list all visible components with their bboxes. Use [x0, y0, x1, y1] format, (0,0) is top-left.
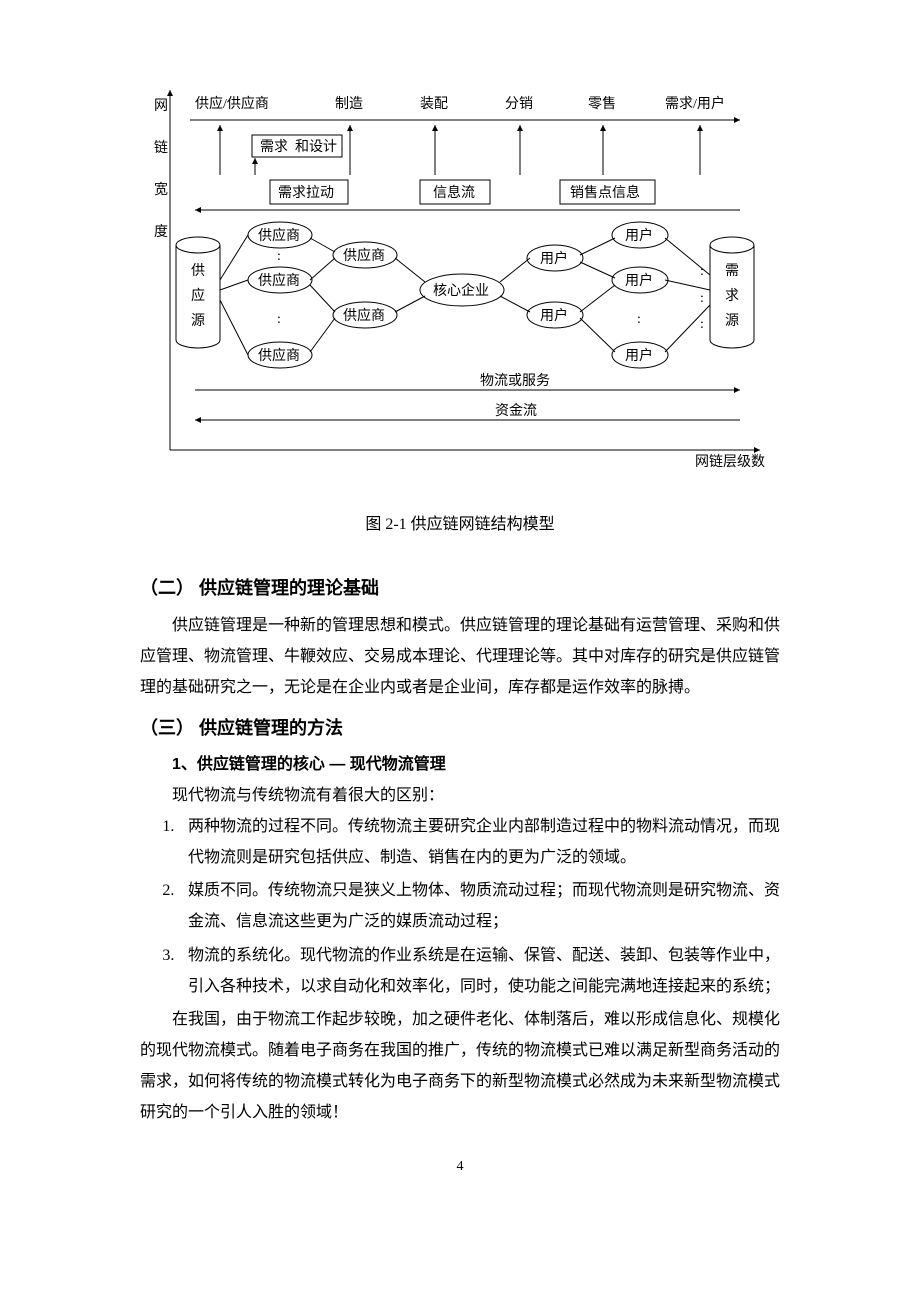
cyl-right-c1: 求: [725, 288, 739, 304]
small-box-l1: 需求: [260, 139, 288, 155]
list-text: 物流的系统化。现代物流的作业系统是在运输、保管、配送、装卸、包装等作业中，引入各…: [188, 947, 780, 995]
list-number: 2.: [162, 875, 188, 906]
sup-4-t: 供应商: [343, 307, 385, 324]
sup-1-t: 供应商: [258, 272, 300, 289]
cyl-right-c0: 需: [725, 263, 739, 279]
cyl-right-colon2: :: [700, 317, 704, 332]
supply-chain-diagram: 网 链 宽 度 供应/供应商 制造 装配 分销 零售 需求/用户 需求 和设计: [140, 80, 780, 480]
list-number: 3.: [162, 940, 188, 971]
ln-r1: [500, 296, 530, 312]
ln-r5: [580, 318, 615, 352]
cyl-right-colon0: :: [700, 264, 704, 279]
cyl-right-top: [710, 237, 754, 253]
page-number: 4: [140, 1159, 780, 1175]
ln-r2: [580, 238, 615, 255]
section-3-tail: 在我国，由于物流工作起步较晚，加之硬件老化、体制落后，难以形成信息化、规模化的现…: [140, 1004, 780, 1129]
ln-l4: [310, 258, 335, 280]
section-3-subtitle: 1、供应链管理的核心 — 现代物流管理: [140, 750, 780, 774]
top-1: 制造: [335, 96, 363, 112]
ln-l0: [220, 235, 248, 280]
x-axis-label: 网链层级数: [695, 454, 765, 470]
cyl-right-bot: [710, 340, 754, 348]
list-number: 1.: [162, 811, 188, 842]
sup-colon-a: :: [277, 249, 281, 264]
cyl-left-c2: 源: [191, 313, 205, 329]
usr-4-t: 用户: [625, 347, 653, 364]
sup-3-t: 供应商: [343, 247, 385, 264]
section-2-title: （二） 供应链管理的理论基础: [140, 574, 780, 600]
y-label-0: 网: [154, 99, 168, 114]
sup-0-t: 供应商: [258, 227, 300, 244]
list-text: 两种物流的过程不同。传统物流主要研究企业内部制造过程中的物料流动情况，而现代物流…: [188, 818, 780, 866]
section-3-title: （三） 供应链管理的方法: [140, 714, 780, 740]
list-item: 3.物流的系统化。现代物流的作业系统是在运输、保管、配送、装卸、包装等作业中，引…: [140, 940, 780, 1002]
flow-1-label: 物流或服务: [480, 373, 550, 389]
section-3-lead: 现代物流与传统物流有着很大的区别：: [140, 780, 780, 811]
cyl-right-c2: 源: [725, 313, 739, 329]
ln-l6: [310, 318, 335, 352]
top-3: 分销: [505, 96, 533, 112]
ln-r0: [500, 258, 530, 282]
usr-colon: :: [637, 312, 641, 327]
top-5: 需求/用户: [665, 95, 725, 112]
core-node-t: 核心企业: [433, 282, 489, 299]
usr-1-t: 用户: [540, 250, 568, 267]
top-2: 装配: [420, 96, 448, 112]
top-4: 零售: [588, 96, 616, 112]
list-item: 1.两种物流的过程不同。传统物流主要研究企业内部制造过程中的物料流动情况，而现代…: [140, 811, 780, 873]
ln-l5: [310, 285, 335, 312]
ln-l8: [395, 296, 425, 312]
list-text: 媒质不同。传统物流只是狭义上物体、物质流动过程；而现代物流则是研究物流、资金流、…: [188, 882, 780, 930]
list-item: 2.媒质不同。传统物流只是狭义上物体、物质流动过程；而现代物流则是研究物流、资金…: [140, 875, 780, 937]
y-label-1: 链: [154, 140, 168, 156]
ln-l3: [310, 238, 335, 252]
mid-label-2: 销售点信息: [570, 184, 640, 201]
section-3-list: 1.两种物流的过程不同。传统物流主要研究企业内部制造过程中的物料流动情况，而现代…: [140, 811, 780, 1002]
cyl-left-bot: [176, 340, 220, 348]
ln-r7: [665, 280, 710, 290]
y-label-3: 度: [154, 224, 168, 240]
ln-l7: [395, 258, 425, 282]
usr-2-t: 用户: [625, 272, 653, 289]
top-0: 供应/供应商: [195, 95, 269, 112]
figure-caption: 图 2-1 供应链网链结构模型: [140, 510, 780, 534]
cyl-left-c1: 应: [191, 287, 205, 304]
small-box-l2: 和设计: [295, 139, 337, 155]
mid-label-1: 信息流: [433, 184, 475, 201]
mid-label-0: 需求拉动: [278, 185, 334, 201]
cyl-right-colon1: :: [700, 291, 704, 306]
y-label-2: 宽: [154, 181, 168, 198]
usr-3-t: 用户: [540, 307, 568, 324]
cyl-left-c0: 供: [191, 263, 205, 279]
ln-r6: [665, 238, 710, 275]
ln-r4: [580, 285, 615, 312]
diagram-block: 网 链 宽 度 供应/供应商 制造 装配 分销 零售 需求/用户 需求 和设计: [140, 80, 780, 480]
sup-colon-b: :: [277, 312, 281, 327]
cyl-left-top: [176, 237, 220, 253]
ln-l1: [220, 280, 248, 290]
section-2-paragraph: 供应链管理是一种新的管理思想和模式。供应链管理的理论基础有运营管理、采购和供应管…: [140, 610, 780, 704]
ln-l2: [220, 300, 248, 355]
page-root: 网 链 宽 度 供应/供应商 制造 装配 分销 零售 需求/用户 需求 和设计: [0, 0, 920, 1235]
usr-0-t: 用户: [625, 227, 653, 244]
ln-r3: [580, 262, 615, 278]
flow-2-label: 资金流: [495, 403, 537, 419]
sup-2-t: 供应商: [258, 347, 300, 364]
